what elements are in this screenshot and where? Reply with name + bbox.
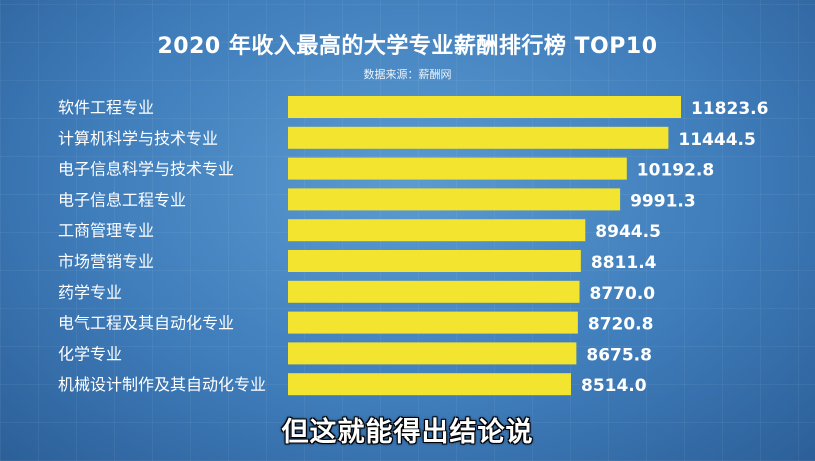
value-label: 8720.8 [588, 315, 654, 335]
bar [288, 188, 621, 211]
bar [288, 126, 669, 149]
bar [288, 342, 577, 365]
category-label: 机械设计制作及其自动化专业 [58, 375, 266, 394]
category-label: 电气工程及其自动化专业 [58, 314, 234, 333]
bar [288, 311, 578, 334]
bar [288, 373, 571, 396]
value-label: 8675.8 [586, 345, 652, 365]
value-label: 9991.3 [630, 191, 696, 211]
category-label: 软件工程专业 [58, 98, 154, 117]
value-label: 8944.5 [595, 222, 661, 242]
category-label: 电子信息科学与技术专业 [58, 160, 234, 179]
bar [288, 157, 627, 180]
value-label: 11444.5 [678, 130, 755, 150]
category-label: 化学专业 [58, 344, 122, 363]
value-label: 8514.0 [581, 376, 647, 396]
chart-title: 2020 年收入最高的大学专业薪酬排行榜 TOP10 [157, 34, 658, 59]
category-label: 电子信息工程专业 [58, 190, 186, 209]
value-label: 8811.4 [591, 253, 657, 273]
video-caption: 但这就能得出结论说 [281, 417, 534, 448]
bar [288, 96, 681, 118]
category-label: 药学专业 [58, 283, 122, 302]
bar [288, 280, 580, 303]
value-label: 11823.6 [691, 99, 768, 119]
value-label: 8770.0 [590, 284, 656, 304]
category-label: 市场营销专业 [58, 252, 154, 271]
value-label: 10192.8 [637, 161, 714, 181]
bar [288, 250, 581, 272]
category-label: 计算机科学与技术专业 [58, 129, 218, 148]
bar [288, 219, 586, 242]
category-label: 工商管理专业 [58, 221, 154, 240]
data-source: 数据来源：薪酬网 [363, 68, 452, 81]
